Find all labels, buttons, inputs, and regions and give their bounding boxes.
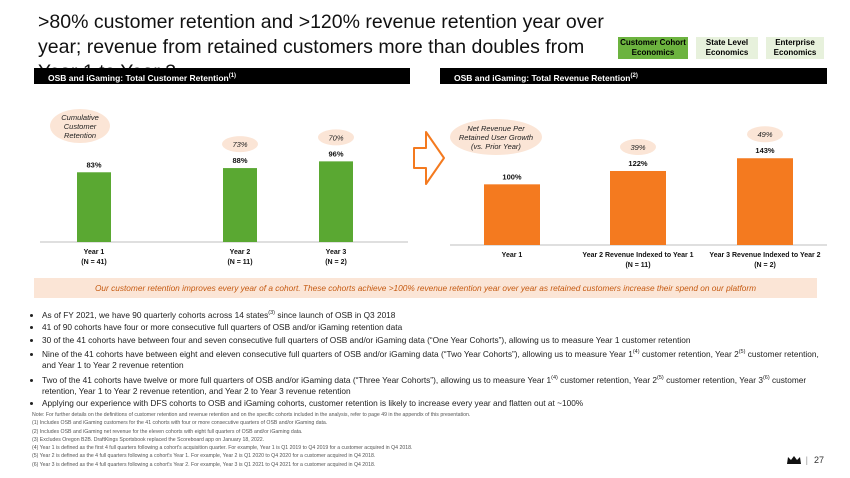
tab-label-line2: Economics: [705, 48, 749, 57]
tab-state-level-economics[interactable]: State Level Economics: [696, 37, 758, 59]
tab-label-line1: Enterprise: [775, 38, 815, 47]
footnote-ref: (4): [632, 349, 640, 356]
category-sublabel: (N = 2): [754, 262, 776, 269]
category-label: Year 1: [84, 249, 105, 256]
footnote-ref: (3): [268, 310, 276, 316]
category-sublabel: (N = 11): [625, 262, 650, 269]
bubble-line: Customer: [63, 121, 97, 131]
category-sublabel: (N = 2): [325, 259, 347, 266]
data-label: 88%: [232, 156, 247, 165]
bullet-text: customer retention, Year 1 to Year 2 rev…: [42, 374, 807, 396]
bullet-item: As of FY 2021, we have 90 quarterly coho…: [42, 308, 822, 321]
data-label: 83%: [86, 160, 101, 169]
footnotes: Note: For further details on the definit…: [32, 411, 822, 469]
footnote-ref: (5): [657, 374, 664, 381]
bar: [223, 168, 257, 242]
bubble-line: Net Revenue Per: [467, 123, 525, 133]
customer-retention-header: OSB and iGaming: Total Customer Retentio…: [34, 68, 410, 84]
growth-annotation: 39%: [630, 143, 645, 152]
header-footnote-ref: (2): [630, 73, 638, 79]
bullet-text: Two of the 41 cohorts have twelve or mor…: [42, 374, 552, 385]
bullet-text: 41 of 90 cohorts have four or more conse…: [42, 322, 403, 333]
tab-label-line2: Economics: [773, 48, 817, 57]
tab-customer-cohort-economics[interactable]: Customer Cohort Economics: [618, 37, 688, 59]
revenue-retention-chart: 100% Year 1 122% 39% Year 2 Revenue Indexed …: [450, 126, 827, 269]
growth-annotation-bubble: [318, 129, 354, 146]
bullet-text: customer retention, Year 2: [557, 374, 658, 385]
bullet-item: Applying our experience with DFS cohorts…: [42, 398, 822, 409]
bullet-text: since launch of OSB in Q3 2018: [275, 309, 396, 320]
growth-annotation-bubble: [222, 136, 258, 153]
bullet-text: Nine of the 41 cohorts have between eigh…: [42, 349, 633, 360]
growth-annotation-bubble: [747, 126, 783, 143]
footnote-ref: (6): [762, 374, 770, 381]
right-arrow-icon: [413, 131, 445, 185]
growth-annotation: 70%: [328, 133, 343, 142]
bubble-line: Retention: [63, 130, 97, 140]
bullet-text: 30 of the 41 cohorts have between four a…: [42, 334, 691, 345]
growth-annotation: 73%: [232, 140, 247, 149]
bullet-item: Nine of the 41 cohorts have between eigh…: [42, 347, 822, 371]
bubble-line: Cumulative: [61, 112, 99, 122]
revenue-retention-header: OSB and iGaming: Total Revenue Retention…: [440, 68, 827, 84]
header-footnote-ref: (1): [228, 73, 237, 79]
data-label: 96%: [328, 149, 343, 158]
bullet-list: As of FY 2021, we have 90 quarterly coho…: [32, 308, 822, 411]
bar: [77, 172, 111, 242]
header-text: OSB and iGaming: Total Customer Retentio…: [48, 72, 229, 83]
footnote-line: (5) Year 2 is defined as the 4 full quar…: [32, 453, 376, 460]
net-revenue-growth-legend-bubble: Net Revenue Per Retained User Growth (vs…: [450, 119, 542, 155]
bullet-item: Two of the 41 cohorts have twelve or mor…: [42, 373, 822, 397]
category-label: Year 2 Revenue Indexed to Year 1: [582, 252, 693, 259]
footnote-line: (2) Includes OSB and iGaming net revenue…: [32, 428, 303, 435]
page-number-value: 27: [813, 455, 824, 465]
bullet-item: 30 of the 41 cohorts have between four a…: [42, 335, 822, 346]
customer-retention-chart: 83% Year 1 (N = 41) 88% 73% Year 2 (N = 11) 96%…: [40, 129, 408, 266]
bullet-text: customer retention, Year 2: [639, 349, 739, 360]
footnote-line: (3) Excludes Oregon B2B. DraftKings Spor…: [32, 436, 265, 443]
category-label: Year 1: [502, 252, 523, 259]
bubble-line: Retained User Growth: [458, 132, 534, 142]
bubble-line: (vs. Prior Year): [471, 141, 521, 151]
bar: [319, 161, 353, 242]
bar: [484, 184, 540, 245]
footnote-line: (1) Includes OSB and iGaming customers f…: [32, 420, 328, 427]
page-number: | 27: [806, 455, 824, 465]
footnote-line: (4) Year 1 is defined as the first 4 ful…: [32, 445, 413, 452]
retention-summary-banner: Our customer retention improves every ye…: [34, 278, 817, 298]
cumulative-retention-legend-bubble: Cumulative Customer Retention: [50, 109, 110, 143]
footnote-ref: (5): [738, 349, 746, 356]
category-sublabel: (N = 41): [81, 259, 106, 266]
bullet-text: Applying our experience with DFS cohorts…: [42, 398, 584, 409]
tab-label-line1: State Level: [705, 38, 749, 47]
category-sublabel: (N = 11): [227, 259, 252, 266]
growth-annotation-bubble: [620, 138, 656, 155]
tab-label-line1: Customer Cohort: [620, 38, 686, 47]
growth-annotation: 49%: [757, 130, 772, 139]
category-label: Year 2: [230, 249, 251, 256]
bar: [737, 158, 793, 245]
bullet-text: As of FY 2021, we have 90 quarterly coho…: [42, 309, 269, 320]
page-separator: |: [805, 455, 808, 465]
footnote-ref: (4): [551, 374, 558, 381]
category-label: Year 3 Revenue Indexed to Year 2: [709, 252, 820, 259]
category-label: Year 3: [326, 249, 347, 256]
crown-logo-icon: [787, 456, 801, 464]
header-text: OSB and iGaming: Total Revenue Retention: [454, 72, 631, 83]
bullet-text: customer retention, and Year 1 to Year 2…: [42, 349, 819, 371]
tab-label-line2: Economics: [631, 48, 675, 57]
bar: [610, 170, 666, 245]
bullet-text: customer retention, Year 3: [663, 374, 763, 385]
data-label: 122%: [628, 159, 648, 168]
bullet-item: 41 of 90 cohorts have four or more conse…: [42, 322, 822, 333]
footnote-line: (6) Year 3 is defined as the 4 full quar…: [32, 461, 376, 468]
footnote-line: Note: For further details on the definit…: [32, 412, 471, 418]
tab-enterprise-economics[interactable]: Enterprise Economics: [766, 37, 824, 59]
data-label: 143%: [755, 146, 775, 155]
data-label: 100%: [502, 172, 522, 181]
